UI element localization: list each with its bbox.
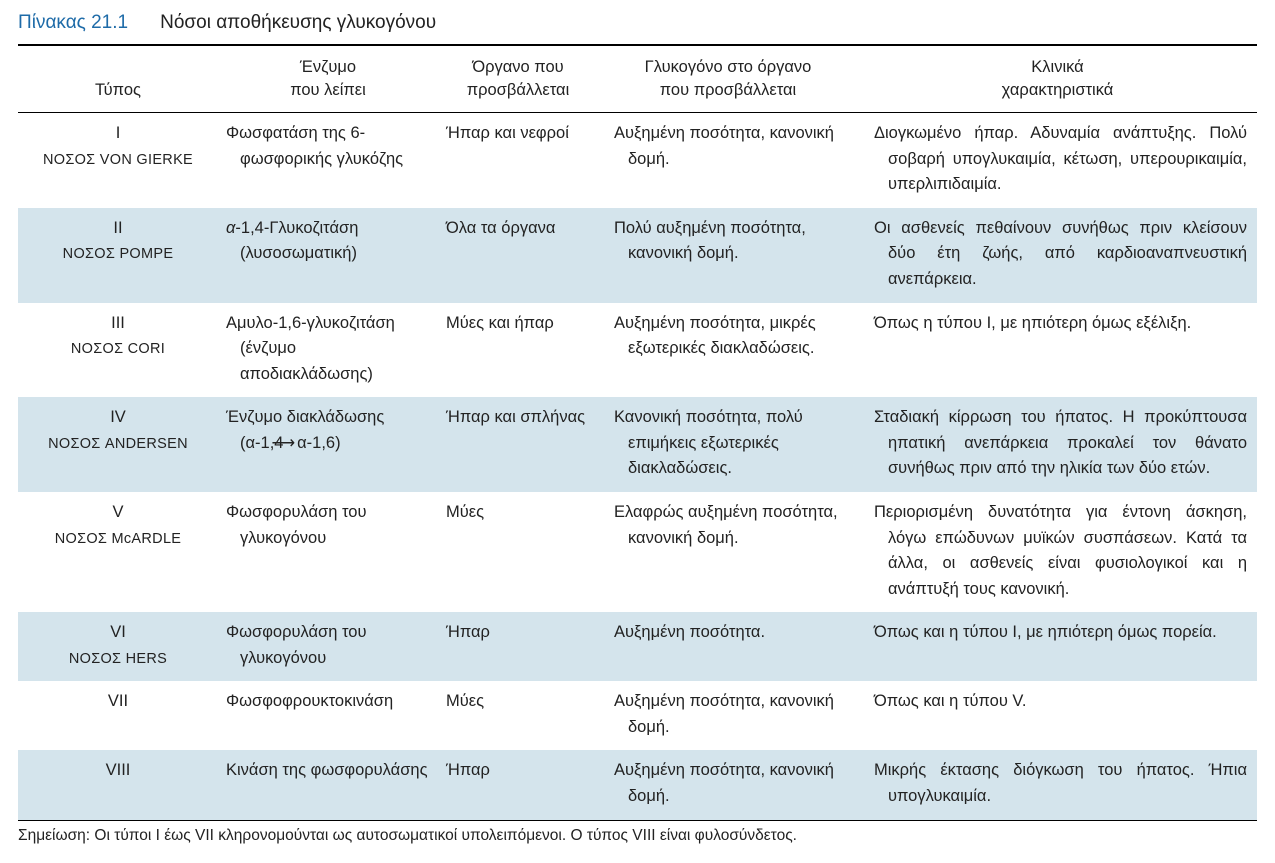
cell-enzyme: Κινάση της φωσφορυλάσης [218,750,438,819]
disease-name: ΝΟΣΟΣ McARDLE [28,528,208,550]
col-header-type: Τύπος [18,46,218,113]
type-number: II [28,216,208,242]
cell-organ: Ήπαρ [438,750,598,819]
italic-alpha: α [226,219,235,237]
cell-glycogen: Αυξημένη ποσότητα, κανονική δομή. [598,113,858,208]
cell-type: VII [18,681,218,750]
cell-clinical: Όπως και η τύπου V. [858,681,1257,750]
cell-enzyme: Φωσφορυλάση του γλυκογόνου [218,492,438,612]
table-row: VIII Κινάση της φωσφορυλάσηςΉπαρΑυξημένη … [18,750,1257,819]
cell-clinical: Περιορισμένη δυνατότητα για έντονη άσκησ… [858,492,1257,612]
cell-enzyme: Φωσφοφρουκτοκινάση [218,681,438,750]
cell-type: IIIΝΟΣΟΣ CORI [18,303,218,398]
col-header-glyc-l2: που προσβάλλεται [660,81,796,99]
type-number: VII [28,689,208,715]
table-row: VIΝΟΣΟΣ HERSΦωσφορυλάση του γλυκογόνουΉπ… [18,612,1257,681]
cell-clinical: Όπως και η τύπου I, με ηπιότερη όμως πορ… [858,612,1257,681]
type-number: IV [28,405,208,431]
cell-clinical: Σταδιακή κίρρωση του ήπατος. Η προκύπτου… [858,397,1257,492]
cell-organ: Ήπαρ και νεφροί [438,113,598,208]
type-number: V [28,500,208,526]
table-row: IIΝΟΣΟΣ POMPEα-1,4-Γλυκοζιτάση (λυσοσωμα… [18,208,1257,303]
cell-organ: Ήπαρ και σπλήνας [438,397,598,492]
table-title: Νόσοι αποθήκευσης γλυκογόνου [160,12,436,34]
col-header-glyc-l1: Γλυκογόνο στο όργανο [645,58,812,76]
col-header-clin-l2: χαρακτηριστικά [1002,81,1114,99]
cell-organ: Όλα τα όργανα [438,208,598,303]
col-header-enzyme-l2: που λείπει [290,81,366,99]
cell-organ: Μύες και ήπαρ [438,303,598,398]
cell-glycogen: Κανονική ποσότητα, πολύ επιμήκεις εξωτερ… [598,397,858,492]
type-number: I [28,121,208,147]
disease-name: ΝΟΣΟΣ HERS [28,648,208,670]
cell-clinical: Όπως η τύπου I, με ηπιότερη όμως εξέλιξη… [858,303,1257,398]
arrow-icon: ⟶ [283,431,297,457]
cell-organ: Μύες [438,492,598,612]
disease-name: ΝΟΣΟΣ CORI [28,338,208,360]
col-header-enzyme: Ένζυμο που λείπει [218,46,438,113]
table-row: VΝΟΣΟΣ McARDLEΦωσφορυλάση του γλυκογόνου… [18,492,1257,612]
table-footnote: Σημείωση: Οι τύποι I έως VII κληρονομούν… [18,820,1257,845]
table-row: IVΝΟΣΟΣ ANDERSENΈνζυμο διακλάδωσης (α-1,… [18,397,1257,492]
table-row: VII ΦωσφοφρουκτοκινάσηΜύεςΑυξημένη ποσότη… [18,681,1257,750]
cell-enzyme: Αμυλο-1,6-γλυκοζιτάση (ένζυμο αποδιακλάδ… [218,303,438,398]
disease-name: ΝΟΣΟΣ POMPE [28,243,208,265]
cell-organ: Ήπαρ [438,612,598,681]
cell-type: IVΝΟΣΟΣ ANDERSEN [18,397,218,492]
cell-type: VIII [18,750,218,819]
table-label: Πίνακας 21.1 [18,12,128,34]
cell-enzyme: Ένζυμο διακλάδωσης (α-1,4 ⟶ α-1,6) [218,397,438,492]
cell-clinical: Διογκωμένο ήπαρ. Αδυναμία ανάπτυξης. Πολ… [858,113,1257,208]
cell-type: IIΝΟΣΟΣ POMPE [18,208,218,303]
disease-name: ΝΟΣΟΣ ANDERSEN [28,433,208,455]
col-header-organ-l2: προσβάλλεται [467,81,570,99]
table-row: IΝΟΣΟΣ VON GIERKEΦωσφατάση της 6-φωσφορι… [18,113,1257,208]
cell-clinical: Μικρής έκτασης διόγκωση του ήπατος. Ήπια… [858,750,1257,819]
glycogen-table: Τύπος Ένζυμο που λείπει Όργανο που προσβ… [18,46,1257,820]
cell-type: VΝΟΣΟΣ McARDLE [18,492,218,612]
table-caption: Πίνακας 21.1 Νόσοι αποθήκευσης γλυκογόνο… [18,12,1257,46]
cell-glycogen: Αυξημένη ποσότητα. [598,612,858,681]
col-header-organ: Όργανο που προσβάλλεται [438,46,598,113]
table-header-row: Τύπος Ένζυμο που λείπει Όργανο που προσβ… [18,46,1257,113]
col-header-clin: Κλινικά χαρακτηριστικά [858,46,1257,113]
cell-glycogen: Ελαφρώς αυξημένη ποσότητα, κανονική δομή… [598,492,858,612]
cell-type: IΝΟΣΟΣ VON GIERKE [18,113,218,208]
cell-type: VIΝΟΣΟΣ HERS [18,612,218,681]
table-row: IIIΝΟΣΟΣ CORIΑμυλο-1,6-γλυκοζιτάση (ένζυ… [18,303,1257,398]
type-number: VIII [28,758,208,784]
col-header-glyc: Γλυκογόνο στο όργανο που προσβάλλεται [598,46,858,113]
col-header-enzyme-l1: Ένζυμο [300,58,356,76]
cell-clinical: Οι ασθενείς πεθαίνουν συνήθως πριν κλείσ… [858,208,1257,303]
col-header-clin-l1: Κλινικά [1031,58,1083,76]
cell-glycogen: Αυξημένη ποσότητα, κανονική δομή. [598,750,858,819]
cell-glycogen: Αυξημένη ποσότητα, μικρές εξωτερικές δια… [598,303,858,398]
col-header-organ-l1: Όργανο που [472,58,563,76]
cell-enzyme: Φωσφορυλάση του γλυκογόνου [218,612,438,681]
type-number: VI [28,620,208,646]
disease-name: ΝΟΣΟΣ VON GIERKE [28,149,208,171]
cell-enzyme: Φωσφατάση της 6-φωσφορικής γλυκόζης [218,113,438,208]
cell-glycogen: Αυξημένη ποσότητα, κανονική δομή. [598,681,858,750]
table-body: IΝΟΣΟΣ VON GIERKEΦωσφατάση της 6-φωσφορι… [18,113,1257,820]
cell-enzyme: α-1,4-Γλυκοζιτάση (λυσοσωματική) [218,208,438,303]
cell-organ: Μύες [438,681,598,750]
col-header-type-text: Τύπος [95,81,141,99]
type-number: III [28,311,208,337]
cell-glycogen: Πολύ αυξημένη ποσότητα, κανονική δομή. [598,208,858,303]
